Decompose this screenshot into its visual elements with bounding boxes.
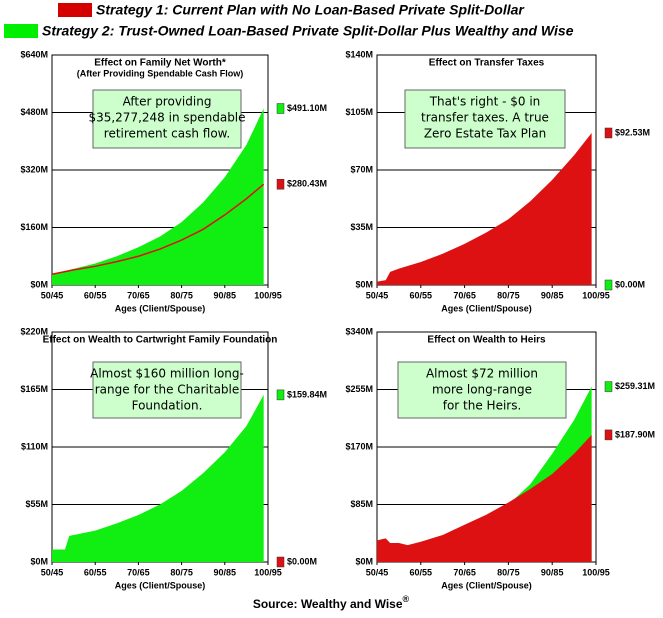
y-tick-label: $140M [345,49,373,59]
x-tick-label: 90/85 [541,567,564,577]
end-label: $159.84M [287,389,327,399]
end-label: $92.53M [615,127,650,137]
area [52,394,264,562]
line [51,183,265,275]
source-mark: ® [403,594,410,604]
y-tick-label: $70M [350,164,373,174]
x-tick-label: 50/45 [41,290,64,300]
x-tick-label: 60/55 [410,567,433,577]
source-text: Source: Wealthy and Wise [253,597,403,611]
y-tick-label: $0M [30,279,48,289]
x-tick-label: 70/65 [453,290,476,300]
end-marker [604,127,613,139]
x-tick-label: 80/75 [497,290,520,300]
x-tick-label: 100/95 [582,290,610,300]
legend-label: Strategy 1: Current Plan with No Loan-Ba… [96,2,525,18]
annotation-line: for the Heirs. [443,399,522,413]
y-tick-label: $320M [20,164,48,174]
x-axis-label: Ages (Client/Spouse) [115,303,206,313]
annotation-box [92,89,242,149]
end-marker [276,103,285,114]
x-tick-label: 90/85 [541,290,564,300]
y-tick-label: $340M [345,326,373,336]
x-tick-label: 100/95 [254,290,282,300]
x-tick-label: 60/55 [410,290,433,300]
y-tick-label: $170M [345,441,373,451]
y-tick-label: $160M [20,222,48,232]
chart-title: Effect on Transfer Taxes [429,58,545,69]
y-tick-label: $85M [350,499,373,509]
x-tick-label: 50/45 [366,290,389,300]
x-tick-label: 50/45 [41,567,64,577]
y-tick-label: $35M [350,222,373,232]
end-marker [604,279,613,291]
annotation-line: Foundation. [132,399,203,413]
end-label: $187.90M [615,429,655,439]
x-tick-label: 60/55 [84,567,107,577]
chart-title: Effect on Wealth to Heirs [427,335,546,346]
y-tick-label: $55M [25,499,48,509]
annotation-line: retirement cash flow. [104,127,230,141]
end-label: $259.31M [615,381,655,391]
x-tick-label: 90/85 [214,567,237,577]
annotation-line: transfer taxes. A true [421,111,549,125]
area [377,132,592,285]
y-tick-label: $165M [20,384,48,394]
annotation-line: Almost $72 million [426,367,538,381]
annotation-line: Almost $160 million long- [90,367,244,381]
legend-label: Strategy 2: Trust-Owned Loan-Based Priva… [42,23,574,39]
y-tick-label: $255M [345,384,373,394]
end-marker [276,178,285,190]
x-tick-label: 70/65 [127,567,150,577]
end-label: $0.00M [615,279,645,289]
annotation-line: Zero Estate Tax Plan [424,127,546,141]
x-tick-label: 70/65 [453,567,476,577]
annotation-box [404,89,566,149]
legend-swatch [58,3,92,17]
x-tick-label: 80/75 [170,567,193,577]
y-tick-label: $110M [21,441,48,451]
area [377,434,592,562]
area [52,108,264,285]
x-tick-label: 50/45 [366,567,389,577]
x-axis-label: Ages (Client/Spouse) [441,580,532,590]
annotation-line: $35,277,248 in spendable [88,111,245,125]
legend-swatch [4,24,38,38]
annotation-line: That's right - $0 in [429,95,541,109]
annotation-box [92,361,242,419]
end-label: $280.43M [287,179,327,189]
end-label: $0.00M [287,556,317,566]
x-tick-label: 100/95 [254,567,282,577]
annotation-box [397,361,567,419]
source: Source: Wealthy and Wise® [253,594,410,611]
end-marker [276,389,285,401]
x-tick-label: 70/65 [127,290,150,300]
x-tick-label: 90/85 [214,290,237,300]
annotation-line: more long-range [432,383,532,397]
end-marker [276,556,285,568]
x-tick-label: 80/75 [170,290,193,300]
annotation-line: After providing [123,95,212,109]
y-tick-label: $480M [20,107,48,117]
end-marker [604,381,613,392]
x-axis-label: Ages (Client/Spouse) [441,303,532,313]
x-tick-label: 60/55 [84,290,107,300]
x-tick-label: 100/95 [582,567,610,577]
y-tick-label: $0M [355,279,373,289]
annotation-line: range for the Charitable [95,383,240,397]
y-tick-label: $640M [20,49,48,59]
y-tick-label: $105M [345,107,373,117]
chart-title: Effect on Wealth to Cartwright Family Fo… [43,335,278,346]
y-tick-label: $220M [20,326,48,336]
chart-title: Effect on Family Net Worth* [94,58,226,69]
end-label: $491.10M [287,103,327,113]
x-tick-label: 80/75 [497,567,520,577]
y-tick-label: $0M [355,556,373,566]
y-tick-label: $0M [30,556,48,566]
x-axis-label: Ages (Client/Spouse) [115,580,206,590]
end-marker [604,429,613,441]
chart-subtitle: (After Providing Spendable Cash Flow) [77,68,244,78]
